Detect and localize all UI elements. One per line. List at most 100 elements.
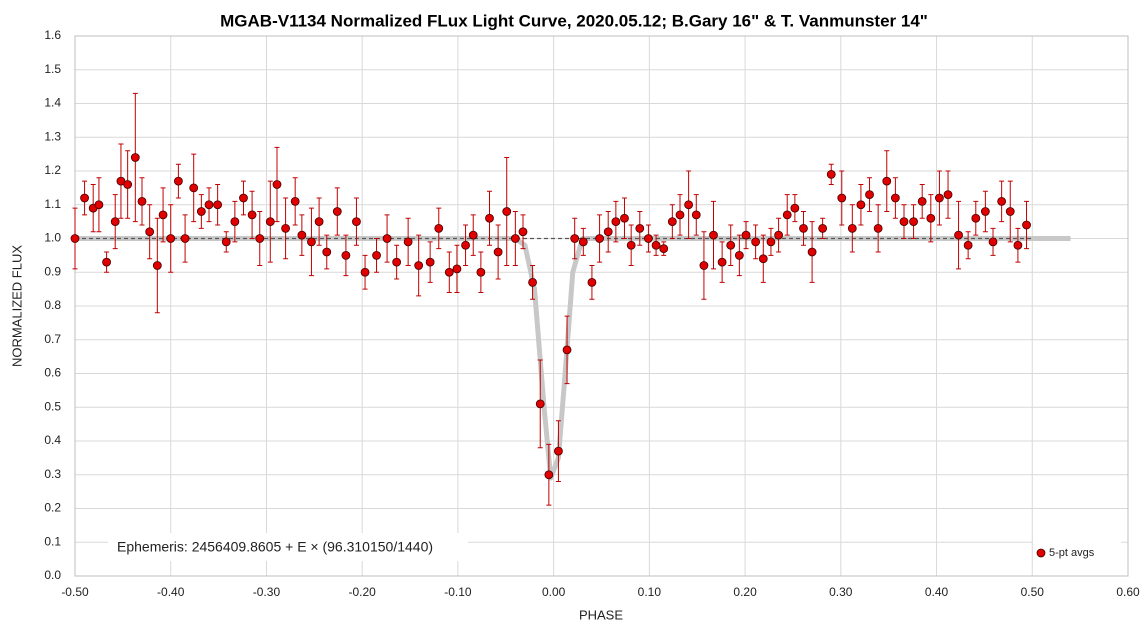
data-point (414, 261, 424, 270)
data-point (1022, 220, 1031, 230)
data-point (734, 250, 744, 260)
data-point (265, 217, 275, 227)
x-axis-label: PHASE (579, 607, 623, 622)
data-point (837, 193, 847, 203)
annotation: Ephemeris: 2456409.8605 + E × (96.310150… (117, 539, 433, 555)
data-point (372, 250, 381, 260)
data-point (70, 234, 80, 243)
data-point (528, 277, 537, 287)
x-tick-label: 0.40 (925, 585, 949, 599)
data-point (847, 223, 857, 233)
y-tick-label: 0.2 (44, 501, 61, 515)
data-point (189, 183, 199, 193)
data-point (1013, 240, 1023, 250)
data-point (980, 207, 990, 216)
data-point (954, 230, 963, 240)
data-point (290, 196, 300, 206)
chart-title: MGAB-V1134 Normalized FLux Light Curve, … (220, 11, 928, 30)
data-point (997, 196, 1007, 206)
data-point (444, 267, 454, 277)
data-point (137, 196, 147, 206)
data-point (675, 210, 685, 220)
data-point (726, 240, 736, 250)
data-point (620, 213, 629, 223)
data-point (382, 234, 392, 243)
data-point (935, 193, 944, 203)
data-point (452, 264, 462, 274)
data-point (926, 213, 936, 223)
data-point (510, 234, 520, 243)
data-point (603, 227, 613, 237)
data-point (578, 237, 588, 247)
y-tick-label: 0.7 (44, 332, 61, 346)
data-point (332, 207, 342, 216)
data-point (1005, 207, 1015, 216)
data-point (909, 217, 918, 227)
data-point (971, 213, 981, 223)
x-tick-label: 0.20 (733, 585, 757, 599)
data-point (667, 217, 677, 227)
data-point (943, 190, 953, 200)
data-point (651, 240, 661, 250)
x-tick-label: 0.30 (829, 585, 853, 599)
legend-label: 5-pt avgs (1049, 547, 1095, 559)
data-point (297, 230, 307, 240)
data-point (130, 153, 140, 162)
data-point (110, 217, 120, 227)
data-point (570, 234, 580, 243)
data-point (659, 244, 669, 254)
data-point (782, 210, 792, 220)
data-point (554, 446, 563, 456)
x-tick-label: -0.30 (253, 585, 281, 599)
x-tick-label: -0.20 (349, 585, 377, 599)
data-point (535, 399, 545, 409)
data-point (587, 277, 597, 287)
x-tick-label: -0.10 (444, 585, 472, 599)
y-tick-label: 0.9 (44, 264, 61, 278)
x-tick-label: 0.00 (542, 585, 566, 599)
data-point (741, 230, 751, 240)
data-point (873, 223, 883, 233)
data-point (247, 210, 257, 220)
plot-border (74, 35, 1129, 577)
data-point (123, 180, 133, 189)
data-point (882, 176, 892, 186)
data-point (635, 223, 645, 233)
data-point (485, 213, 494, 223)
y-tick-label: 0.0 (44, 568, 61, 582)
data-point (826, 169, 836, 179)
data-point (790, 203, 800, 213)
data-point (145, 227, 155, 237)
data-point (963, 240, 973, 250)
data-point (322, 247, 332, 257)
data-point (281, 223, 291, 233)
y-tick-label: 0.3 (44, 467, 61, 481)
data-point (425, 257, 435, 267)
data-point (684, 200, 694, 210)
data-point (611, 217, 621, 227)
data-point (518, 227, 528, 237)
data-point (699, 261, 709, 270)
data-point (94, 200, 104, 210)
data-point (502, 207, 512, 216)
y-tick-label: 1.3 (44, 129, 61, 143)
y-tick-label: 1.5 (44, 62, 61, 76)
data-point (102, 257, 111, 267)
data-point (758, 254, 768, 264)
x-tick-label: -0.40 (157, 585, 185, 599)
legend-marker (1036, 548, 1046, 558)
data-point (158, 210, 168, 220)
data-point (221, 237, 231, 247)
data-point (774, 230, 783, 240)
data-point (180, 234, 190, 243)
data-point (196, 207, 206, 216)
legend-box (1033, 538, 1121, 568)
data-point (213, 200, 223, 210)
data-point (544, 470, 554, 480)
data-point (360, 267, 370, 277)
data-point (865, 190, 874, 200)
data-point (173, 176, 183, 186)
data-point (166, 234, 176, 243)
